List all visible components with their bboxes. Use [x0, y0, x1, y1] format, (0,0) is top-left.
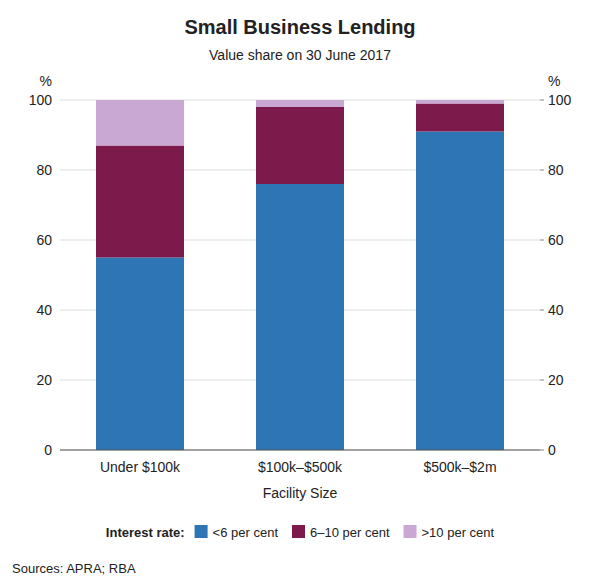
x-axis-label: Facility Size — [263, 485, 338, 501]
legend-label: <6 per cent — [213, 525, 279, 540]
legend-label: >10 per cent — [422, 525, 495, 540]
legend: Interest rate: <6 per cent 6–10 per cent >1… — [106, 525, 495, 540]
y2-tick — [540, 450, 544, 451]
bar-segment — [416, 104, 504, 132]
bars — [96, 100, 504, 450]
y2-tick-label: 20 — [548, 372, 564, 388]
bar-segment — [256, 107, 344, 184]
y-tick-label: 100 — [29, 92, 53, 108]
y2-tick-label: 0 — [548, 442, 556, 458]
x-tick-label: Under $100k — [100, 459, 181, 475]
x-tick-label: $100k–$500k — [258, 459, 343, 475]
y2-tick-label: 80 — [548, 162, 564, 178]
y2-tick — [540, 240, 544, 241]
source: Sources: APRA; RBA — [12, 561, 136, 576]
legend-swatch — [195, 525, 208, 538]
bar-segment — [96, 100, 184, 146]
y-axis-label: % — [40, 73, 52, 89]
subtitle: Value share on 30 June 2017 — [209, 47, 391, 63]
y2-axis-label: % — [548, 73, 560, 89]
y2-tick — [540, 310, 544, 311]
grid-line — [60, 450, 540, 451]
legend-label: 6–10 per cent — [310, 525, 390, 540]
legend-swatch — [292, 525, 305, 538]
chart: Small Business Lending Value share on 30 … — [0, 0, 600, 585]
y-tick-label: 60 — [36, 232, 52, 248]
y2-tick — [540, 100, 544, 101]
x-tick-label: $500k–$2m — [423, 459, 496, 475]
bar-segment — [416, 100, 504, 104]
y-tick-label: 40 — [36, 302, 52, 318]
bar-segment — [96, 258, 184, 451]
y2-tick-label: 60 — [548, 232, 564, 248]
x-axis-line — [60, 450, 540, 451]
legend-title: Interest rate: — [106, 525, 185, 540]
y-tick-label: 0 — [44, 442, 52, 458]
y2-tick-label: 40 — [548, 302, 564, 318]
title: Small Business Lending — [184, 16, 415, 38]
bar-segment — [256, 100, 344, 107]
y-tick-label: 80 — [36, 162, 52, 178]
bar-segment — [256, 184, 344, 450]
y2-tick — [540, 170, 544, 171]
y2-tick — [540, 380, 544, 381]
bar-segment — [96, 146, 184, 258]
bar-segment — [416, 132, 504, 451]
y2-tick-label: 100 — [548, 92, 572, 108]
legend-swatch — [404, 525, 417, 538]
grid — [60, 100, 540, 450]
y-tick-label: 20 — [36, 372, 52, 388]
